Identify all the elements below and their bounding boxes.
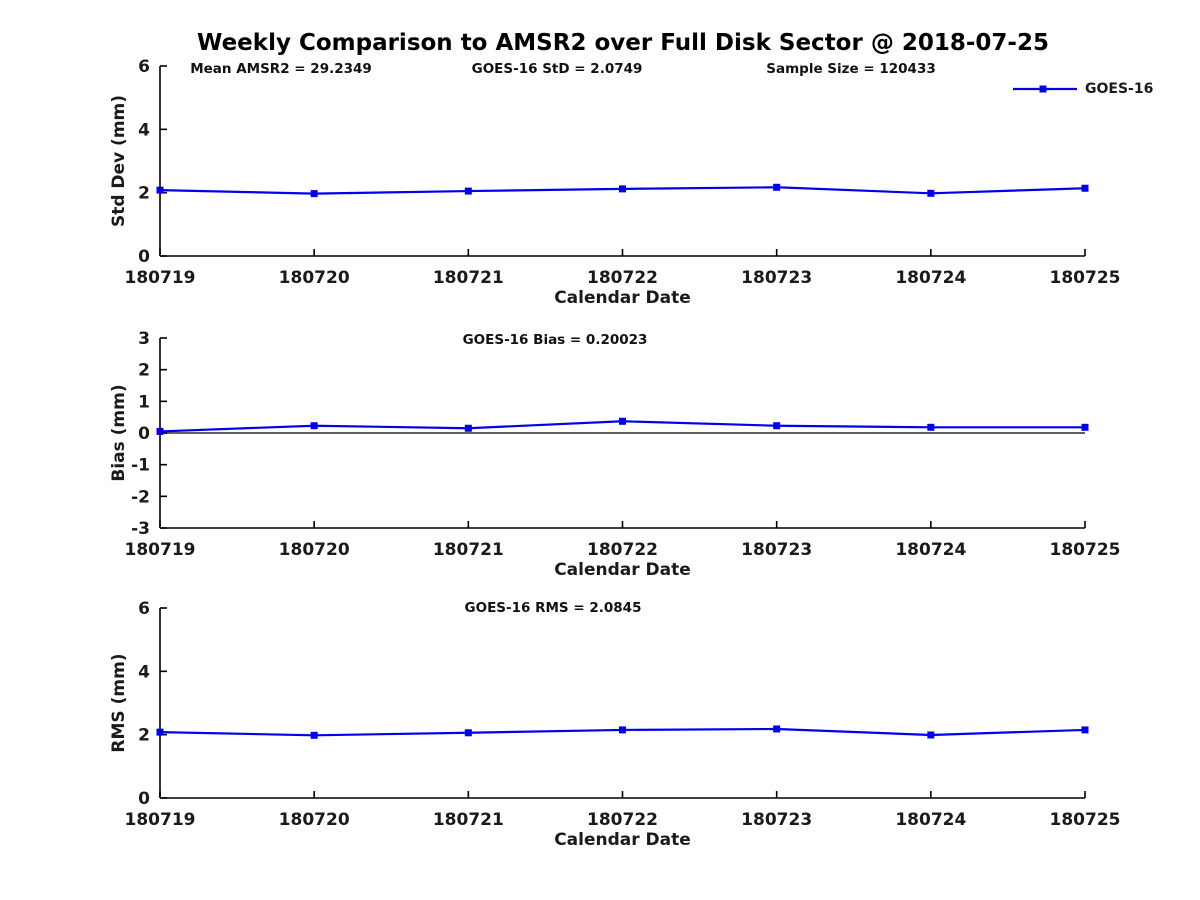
x-tick-label: 180722 [587,540,658,560]
y-tick-label: -1 [131,456,150,476]
data-point-marker [464,187,472,195]
x-tick-label: 180725 [1050,810,1121,830]
y-tick-label: 6 [138,599,150,619]
y-axis-label: RMS (mm) [109,653,129,752]
x-tick-label: 180719 [125,540,196,560]
x-tick-label: 180722 [587,810,658,830]
x-tick-label: 180721 [433,810,504,830]
data-point-marker [1081,184,1089,192]
y-tick-label: 2 [138,361,150,381]
annotation: GOES-16 Bias = 0.20023 [463,332,648,348]
data-point-marker [619,417,626,425]
x-tick-label: 180723 [741,810,812,830]
data-point-marker [310,422,318,430]
annotation: GOES-16 StD = 2.0749 [472,61,643,77]
x-tick-label: 180725 [1050,540,1121,560]
x-axis-label: Calendar Date [554,830,691,850]
y-tick-label: 4 [138,120,150,140]
data-point-marker [773,725,781,733]
legend-label: GOES-16 [1085,81,1154,97]
y-axis-label: Std Dev (mm) [109,95,129,227]
x-tick-label: 180724 [895,810,966,830]
annotation: Sample Size = 120433 [766,61,935,77]
x-tick-label: 180724 [895,540,966,560]
y-tick-label: 0 [138,247,150,267]
legend-marker [1039,85,1047,93]
chart-title: Weekly Comparison to AMSR2 over Full Dis… [197,30,1049,56]
data-point-marker [156,728,164,736]
data-point-marker [1081,726,1089,734]
data-point-marker [310,731,318,739]
x-tick-label: 180721 [433,540,504,560]
data-point-marker [464,729,472,737]
y-tick-label: 3 [138,329,150,349]
data-point-marker [310,190,318,198]
data-point-marker [619,726,626,734]
goes-16-legend-icon [1013,85,1077,93]
data-point-marker [156,186,164,194]
x-tick-label: 180724 [895,268,966,288]
x-tick-label: 180721 [433,268,504,288]
y-tick-label: 0 [138,424,150,444]
x-axis-label: Calendar Date [554,288,691,308]
x-tick-label: 180723 [741,268,812,288]
y-tick-label: -3 [131,519,150,539]
y-tick-label: 4 [138,662,150,682]
annotation: GOES-16 RMS = 2.0845 [465,600,642,616]
x-axis-label: Calendar Date [554,560,691,580]
y-tick-label: 1 [138,392,150,412]
y-tick-label: 6 [138,57,150,77]
annotation: Mean AMSR2 = 29.2349 [190,61,372,77]
data-point-marker [927,423,935,431]
data-point-marker [156,427,164,435]
x-tick-label: 180720 [279,810,350,830]
y-tick-label: 0 [138,789,150,809]
y-tick-label: 2 [138,726,150,746]
data-point-marker [927,731,935,739]
data-point-marker [773,422,781,430]
x-tick-label: 180722 [587,268,658,288]
x-tick-label: 180723 [741,540,812,560]
legend: GOES-16 [1013,80,1153,98]
x-tick-label: 180719 [125,810,196,830]
y-axis-label: Bias (mm) [109,384,129,481]
x-tick-label: 180720 [279,540,350,560]
x-tick-label: 180720 [279,268,350,288]
x-tick-label: 180719 [125,268,196,288]
y-tick-label: -2 [131,487,150,507]
data-point-marker [927,189,935,197]
x-tick-label: 180725 [1050,268,1121,288]
y-tick-label: 2 [138,184,150,204]
data-point-marker [773,183,781,191]
data-point-marker [619,185,626,193]
data-point-marker [464,424,472,432]
data-point-marker [1081,423,1089,431]
